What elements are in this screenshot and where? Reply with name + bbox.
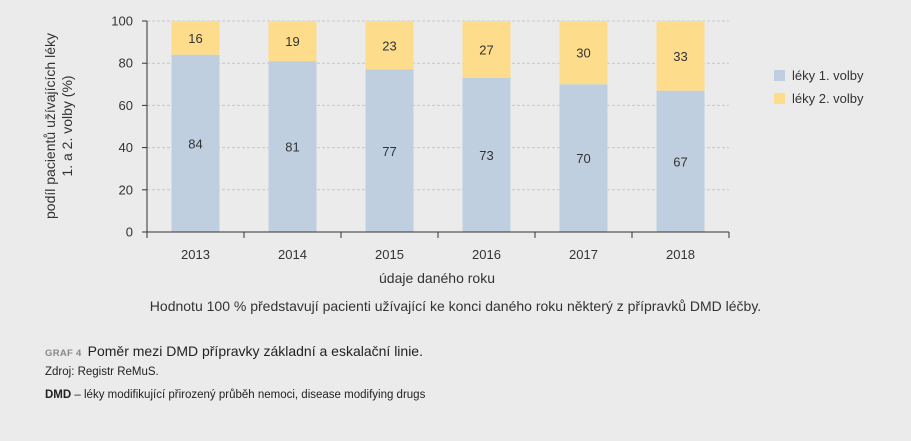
- x-tick-label: 2014: [278, 247, 307, 262]
- figure-label: GRAF 4: [45, 348, 82, 359]
- x-tick-label: 2016: [472, 247, 501, 262]
- abbreviation-line: DMD – léky modifikující přirozený průběh…: [45, 389, 425, 401]
- y-tick-label: 100: [111, 14, 133, 29]
- legend-label: léky 2. volby: [792, 91, 864, 106]
- x-tick-label: 2013: [181, 247, 210, 262]
- y-tick-label: 0: [126, 225, 133, 240]
- data-label: 73: [479, 148, 493, 163]
- bar-first-line: [365, 69, 414, 232]
- bar-second-line: [365, 21, 414, 70]
- source-line: Zdroj: Registr ReMuS.: [45, 366, 159, 378]
- figure-caption: GRAF 4 Poměr mezi DMD přípravky základní …: [45, 343, 423, 359]
- bar-second-line: [656, 21, 705, 91]
- x-tick-label: 2018: [666, 247, 695, 262]
- legend-label: léky 1. volby: [792, 68, 864, 83]
- legend-swatch: [774, 70, 785, 81]
- data-label: 70: [576, 151, 590, 166]
- data-label: 19: [285, 34, 299, 49]
- x-tick-label: 2015: [375, 247, 404, 262]
- data-label: 16: [188, 31, 202, 46]
- y-axis-title-line2: 1. a 2. volby (%): [59, 75, 75, 176]
- bar-first-line: [559, 84, 608, 232]
- y-tick-label: 60: [119, 98, 133, 113]
- data-label: 84: [188, 136, 202, 151]
- y-axis-title: podíl pacientů užívajících léky 1. a 2. …: [42, 33, 75, 219]
- bar-second-line: [268, 21, 317, 62]
- chart-note: Hodnotu 100 % představují pacienti užíva…: [149, 298, 762, 314]
- legend: léky 1. volby léky 2. volby: [774, 68, 864, 106]
- bar-first-line: [268, 61, 317, 233]
- data-label: 30: [576, 46, 590, 61]
- data-label: 33: [673, 49, 687, 64]
- data-label: 27: [479, 42, 493, 57]
- legend-swatch: [774, 93, 785, 104]
- bar-first-line: [656, 90, 705, 232]
- data-label: 67: [673, 154, 687, 169]
- bar-second-line: [559, 21, 608, 85]
- bar-second-line: [171, 21, 220, 55]
- bar-second-line: [462, 21, 511, 78]
- gridlines: [147, 20, 729, 191]
- abbreviation-key: DMD: [45, 389, 72, 401]
- y-axis-title-line1: podíl pacientů užívajících léky: [42, 33, 58, 219]
- bars: 84 16 81 19 77 23 73 27 70 30 67 33: [171, 21, 705, 233]
- x-axis-title: údaje daného roku: [379, 270, 495, 286]
- data-label: 77: [382, 144, 396, 159]
- y-tick-label: 40: [119, 140, 133, 155]
- bar-first-line: [462, 77, 511, 232]
- abbreviation-text: – léky modifikující přirozený průběh nem…: [71, 389, 426, 401]
- y-tick-label: 20: [119, 182, 133, 197]
- axes: 0 20 40 60 80 100 2013 2014 2015 2016 2017 2018: [111, 14, 730, 262]
- stacked-bar-chart: 84 16 81 19 77 23 73 27 70 30 67 33 0 20 40 60 80 100 201…: [42, 14, 864, 287]
- bar-first-line: [171, 54, 220, 233]
- y-tick-label: 80: [119, 56, 133, 71]
- data-label: 81: [285, 140, 299, 155]
- data-label: 23: [382, 38, 396, 53]
- x-tick-label: 2017: [569, 247, 598, 262]
- figure-title: Poměr mezi DMD přípravky základní a eska…: [87, 343, 423, 359]
